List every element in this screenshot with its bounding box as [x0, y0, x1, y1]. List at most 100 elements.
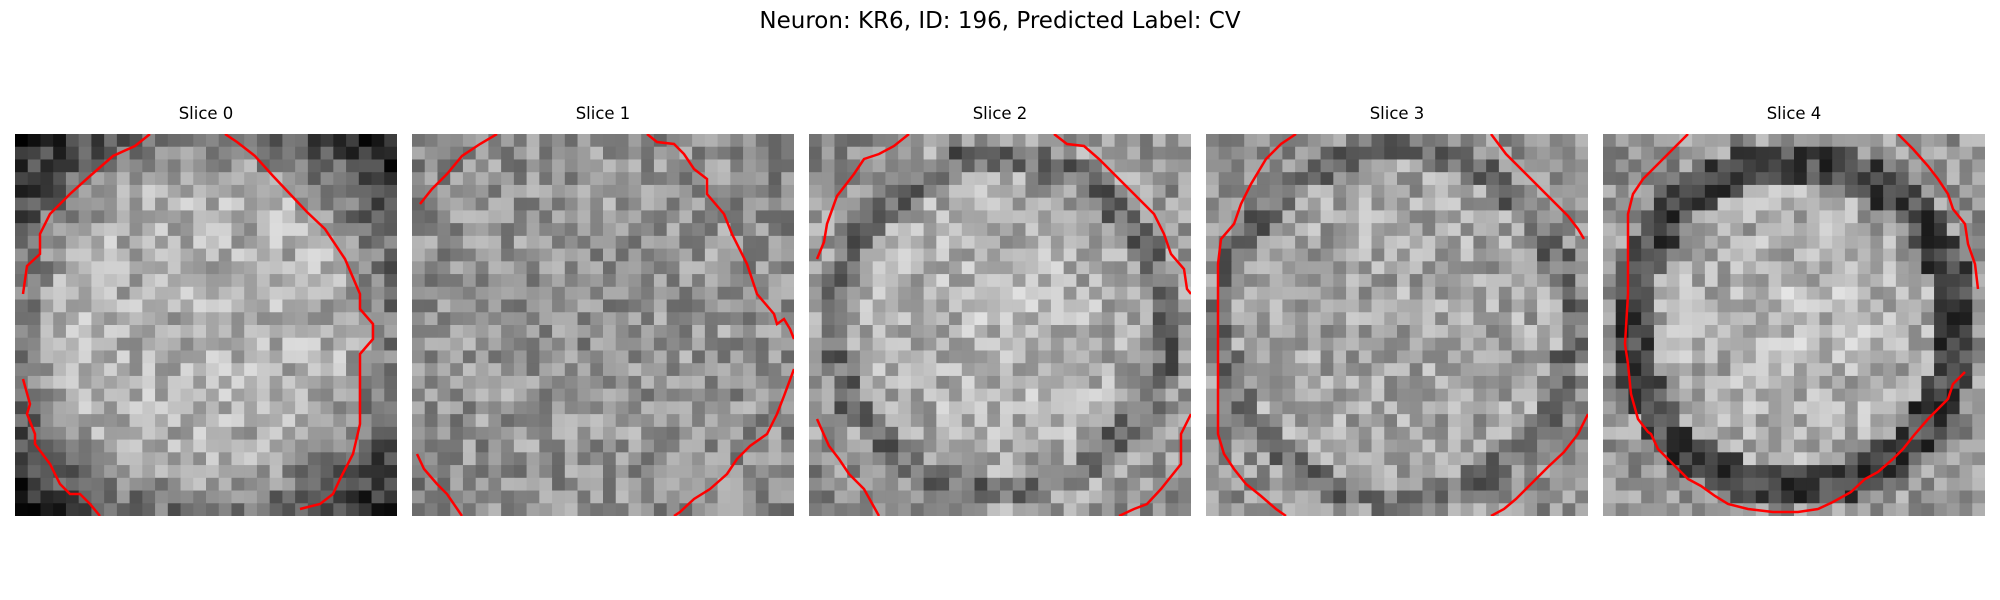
image-pixel [936, 235, 950, 250]
image-pixel [1537, 223, 1551, 237]
image-pixel [923, 299, 937, 313]
image-pixel [564, 286, 579, 301]
cell-contour [21, 134, 375, 516]
image-pixel [1575, 325, 1588, 339]
image-pixel [371, 134, 385, 148]
image-pixel [1269, 490, 1283, 504]
image-pixel [1152, 414, 1167, 428]
image-pixel [513, 248, 528, 262]
image-pixel [412, 337, 426, 352]
image-pixel [129, 325, 143, 339]
image-pixel [1870, 248, 1884, 262]
image-pixel [1038, 375, 1052, 390]
image-pixel [1794, 337, 1808, 352]
image-pixel [1218, 248, 1233, 262]
slice-title-3: Slice 3 [1369, 104, 1425, 123]
image-pixel [65, 350, 80, 364]
image-pixel [564, 401, 579, 415]
image-pixel [358, 388, 373, 402]
image-pixel [1921, 197, 1935, 211]
image-pixel [1806, 274, 1821, 288]
image-pixel [1447, 235, 1462, 250]
image-pixel [1114, 490, 1128, 504]
image-pixel [1908, 465, 1922, 479]
image-pixel [193, 299, 207, 313]
image-pixel [1895, 414, 1910, 428]
image-pixel [1781, 248, 1795, 262]
image-pixel [1178, 223, 1191, 237]
image-pixel [1307, 363, 1322, 377]
image-pixel [358, 197, 373, 211]
image-pixel [307, 312, 322, 326]
image-pixel [615, 146, 630, 161]
image-pixel [1870, 439, 1884, 453]
image-pixel [615, 223, 630, 237]
image-pixel [142, 363, 156, 377]
image-pixel [116, 452, 131, 466]
image-pixel [1768, 401, 1782, 415]
image-pixel [590, 197, 604, 211]
image-pixel [1603, 172, 1617, 186]
image-pixel [1256, 325, 1271, 339]
image-pixel [885, 235, 899, 250]
image-pixel [628, 452, 642, 466]
image-pixel [320, 248, 334, 262]
image-pixel [1755, 172, 1770, 186]
image-pixel [1730, 286, 1744, 301]
image-pixel [1562, 490, 1576, 504]
image-pixel [974, 172, 988, 186]
image-pixel [1127, 248, 1141, 262]
image-pixel [295, 261, 309, 275]
image-pixel [1127, 274, 1141, 288]
image-pixel [1628, 503, 1642, 516]
image-pixel [936, 439, 950, 453]
image-pixel [923, 274, 937, 288]
image-pixel [1460, 248, 1474, 262]
image-pixel [1140, 426, 1154, 441]
image-pixel [1101, 299, 1116, 313]
image-pixel [1972, 439, 1985, 453]
image-pixel [781, 235, 794, 250]
image-pixel [1628, 350, 1642, 364]
image-pixel [142, 375, 156, 390]
image-pixel [1768, 172, 1782, 186]
image-pixel [346, 325, 360, 339]
image-pixel [384, 210, 397, 224]
image-pixel [91, 172, 105, 186]
image-pixel [218, 477, 233, 492]
image-pixel [1206, 261, 1220, 275]
image-pixel [526, 465, 540, 479]
image-pixel [231, 401, 245, 415]
image-pixel [1269, 261, 1283, 275]
image-pixel [692, 197, 706, 211]
image-pixel [743, 197, 757, 211]
image-pixel [653, 261, 668, 275]
image-pixel [615, 299, 630, 313]
image-pixel [501, 261, 515, 275]
image-pixel [1409, 184, 1424, 199]
image-pixel [821, 325, 836, 339]
image-pixel [1282, 146, 1296, 161]
image-pixel [450, 426, 464, 441]
image-pixel [53, 312, 67, 326]
image-pixel [526, 197, 540, 211]
image-pixel [1781, 465, 1795, 479]
image-pixel [885, 375, 899, 390]
image-pixel [333, 223, 347, 237]
image-pixel [590, 261, 604, 275]
image-pixel [1486, 274, 1500, 288]
image-pixel [1768, 477, 1782, 492]
image-pixel [781, 146, 794, 161]
image-pixel [898, 159, 912, 173]
image-pixel [1666, 286, 1680, 301]
image-pixel [768, 465, 782, 479]
image-pixel [1628, 337, 1642, 352]
image-pixel [577, 439, 591, 453]
image-pixel [1755, 325, 1770, 339]
image-pixel [768, 159, 782, 173]
image-pixel [1320, 477, 1334, 492]
image-pixel [488, 274, 502, 288]
image-pixel [564, 248, 579, 262]
image-pixel [666, 146, 680, 161]
image-pixel [1165, 134, 1179, 148]
